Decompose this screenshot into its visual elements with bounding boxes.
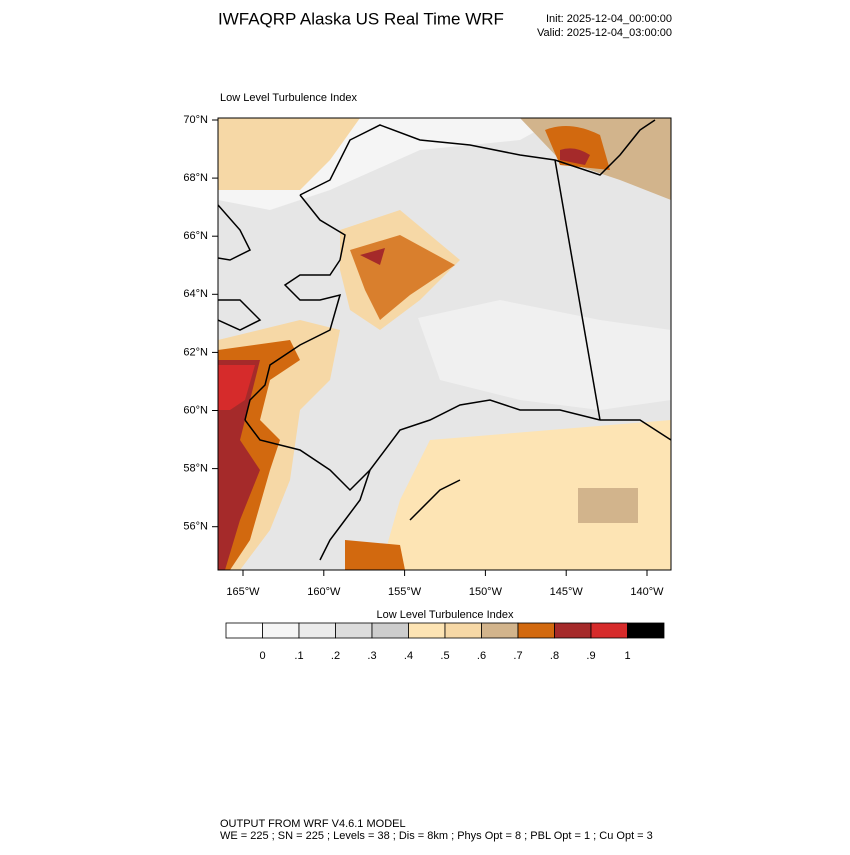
lon-label: 150°W <box>469 586 503 598</box>
lat-label: 70°N <box>183 114 208 126</box>
map-field <box>218 118 671 570</box>
footer-line: WE = 225 ; SN = 225 ; Levels = 38 ; Dis … <box>220 830 653 842</box>
colorbar-label: .8 <box>550 650 559 662</box>
colorbar-box <box>517 622 555 639</box>
colorbar-label: .6 <box>477 650 486 662</box>
colorbar-label: .9 <box>586 650 595 662</box>
colorbar-box <box>371 622 409 639</box>
colorbar-box <box>262 622 300 639</box>
footer-line: OUTPUT FROM WRF V4.6.1 MODEL <box>220 818 406 830</box>
lat-label: 64°N <box>183 288 208 300</box>
lon-label: 145°W <box>550 586 584 598</box>
valid-time: Valid: 2025-12-04_03:00:00 <box>537 27 672 39</box>
colorbar-label: .1 <box>294 650 303 662</box>
lat-label: 58°N <box>183 463 208 475</box>
colorbar-box <box>627 622 665 639</box>
lon-label: 160°W <box>307 586 341 598</box>
colorbar-box <box>481 622 519 639</box>
colorbar-box <box>590 622 628 639</box>
colorbar-label: 0 <box>259 650 265 662</box>
lat-label: 56°N <box>183 521 208 533</box>
colorbar-box <box>335 622 373 639</box>
lat-axis: 70°N 68°N 66°N 64°N 62°N 60°N 58°N 56°N <box>183 114 218 533</box>
lat-label: 62°N <box>183 346 208 358</box>
colorbar-label: 1 <box>624 650 630 662</box>
colorbar-label: .5 <box>440 650 449 662</box>
colorbar-box <box>408 622 446 639</box>
lat-label: 66°N <box>183 230 208 242</box>
colorbar: 0 .1 .2 .3 .4 .5 .6 .7 .8 .9 1 <box>225 622 665 662</box>
colorbar-label: .7 <box>513 650 522 662</box>
colorbar-label: .2 <box>331 650 340 662</box>
lat-label: 60°N <box>183 404 208 416</box>
init-time: Init: 2025-12-04_00:00:00 <box>546 13 672 25</box>
lon-axis: 165°W 160°W 155°W 150°W 145°W 140°W <box>226 570 664 598</box>
title: IWFAQRP Alaska US Real Time WRF <box>218 9 504 28</box>
lon-label: 155°W <box>388 586 422 598</box>
colorbar-title: Low Level Turbulence Index <box>377 609 514 621</box>
colorbar-box <box>444 622 482 639</box>
colorbar-box <box>225 622 263 639</box>
colorbar-label: .3 <box>367 650 376 662</box>
map-title: Low Level Turbulence Index <box>220 92 357 104</box>
lon-label: 165°W <box>226 586 260 598</box>
map-frame <box>217 117 672 571</box>
colorbar-box <box>554 622 592 639</box>
lat-label: 68°N <box>183 172 208 184</box>
lon-label: 140°W <box>630 586 664 598</box>
colorbar-label: .4 <box>404 650 413 662</box>
colorbar-box <box>298 622 336 639</box>
